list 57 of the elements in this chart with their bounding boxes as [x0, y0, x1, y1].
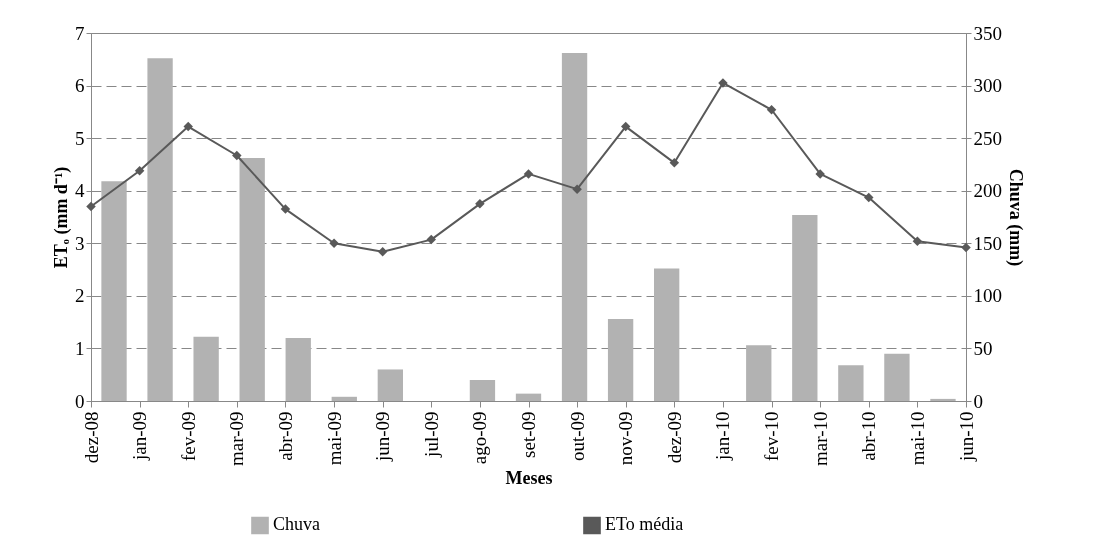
y-tick-label: 2 — [75, 285, 85, 307]
x-axis-title: Meses — [505, 467, 553, 488]
x-tick-label: mai-10 — [906, 411, 928, 466]
y-tick-label: 6 — [75, 75, 85, 97]
y-axis-title: ETₒ (mm d⁻¹) — [51, 166, 72, 269]
y-tick-label: 3 — [75, 232, 85, 254]
y-tick-label: 5 — [75, 127, 85, 149]
x-tick-label: jan-09 — [129, 411, 151, 462]
y-tick-label: 4 — [75, 180, 85, 202]
point — [912, 236, 923, 246]
point — [377, 246, 388, 257]
x-tick-label: jun-10 — [955, 411, 977, 463]
point — [815, 169, 825, 179]
point — [426, 234, 437, 245]
x-tick-label: nov-09 — [615, 411, 637, 466]
point — [669, 158, 680, 168]
point — [961, 242, 971, 253]
point — [620, 121, 631, 132]
point — [183, 121, 193, 132]
x-tick-label: jul-09 — [420, 411, 442, 458]
y2-tick-label: 300 — [973, 75, 1002, 97]
y-tick-label: 1 — [75, 337, 85, 359]
x-tick-label: mai-09 — [323, 411, 345, 466]
x-tick-label: jan-10 — [712, 411, 734, 462]
point — [475, 199, 485, 209]
legend-label: Chuva — [273, 514, 321, 535]
y2-tick-label: 250 — [973, 127, 1002, 149]
y-tick-label: 0 — [75, 390, 85, 412]
x-tick-label: mar-10 — [809, 411, 831, 466]
point — [86, 201, 96, 212]
x-tick-label: out-09 — [566, 411, 588, 462]
y-tick-label: 7 — [75, 22, 85, 44]
x-tick-label: abr-10 — [858, 411, 880, 461]
y2-axis-title: Chuva (mm) — [1005, 168, 1026, 267]
x-tick-label: fev-10 — [761, 411, 783, 462]
x-tick-label: dez-08 — [80, 411, 102, 464]
y2-tick-label: 150 — [973, 232, 1002, 254]
x-tick-label: dez-09 — [663, 411, 685, 464]
point — [232, 150, 242, 161]
x-tick-label: set-09 — [518, 411, 539, 458]
x-tick-label: ago-09 — [469, 411, 491, 465]
x-tick-label: jun-09 — [372, 411, 394, 463]
y2-tick-label: 200 — [973, 180, 1002, 202]
legend-label: ETo média — [605, 514, 684, 535]
y2-tick-label: 350 — [973, 22, 1002, 44]
point — [329, 238, 339, 249]
point — [523, 169, 534, 179]
y2-tick-label: 0 — [973, 390, 983, 412]
x-tick-label: mar-09 — [226, 411, 248, 466]
y2-tick-label: 100 — [973, 285, 1002, 307]
x-tick-label: fev-09 — [177, 411, 199, 462]
point — [766, 105, 777, 115]
point — [280, 204, 291, 214]
point — [134, 165, 145, 176]
point — [864, 192, 874, 203]
x-tick-label: abr-09 — [274, 411, 296, 461]
y2-tick-label: 50 — [973, 337, 993, 359]
